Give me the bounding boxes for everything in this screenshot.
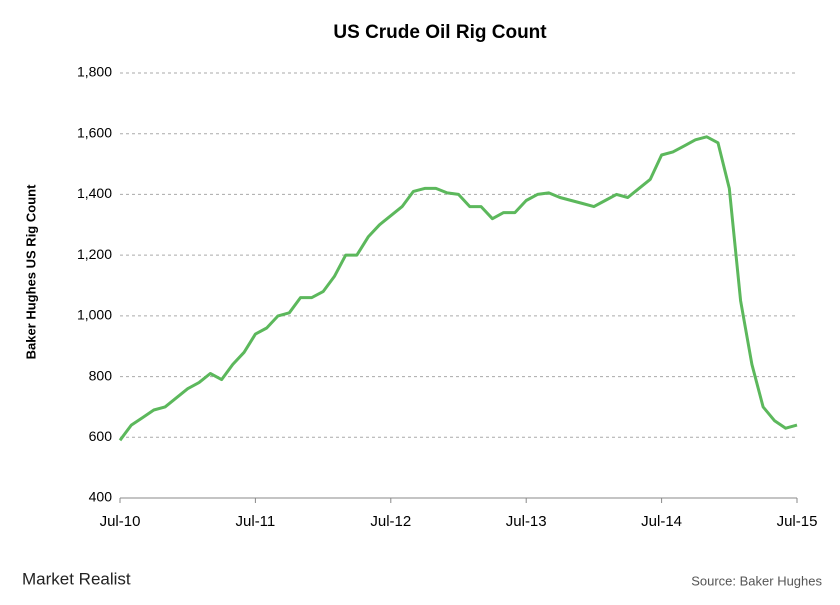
x-tick-label: Jul-13 (506, 513, 547, 530)
x-tick-label: Jul-15 (777, 513, 818, 530)
y-tick-label: 1,800 (77, 64, 112, 80)
y-axis-label: Baker Hughes US Rig Count (23, 184, 38, 359)
line-series (118, 135, 798, 442)
y-tick-label: 600 (89, 428, 113, 444)
y-tick-label: 800 (89, 367, 113, 383)
chart-title: US Crude Oil Rig Count (333, 22, 547, 43)
y-tick-label: 1,000 (77, 307, 112, 323)
x-tick-label: Jul-10 (100, 513, 141, 530)
x-tick-label: Jul-14 (641, 513, 682, 530)
y-tick-label: 1,200 (77, 246, 112, 262)
y-tick-label: 1,600 (77, 124, 112, 140)
x-tick-label: Jul-12 (370, 513, 411, 530)
brand: Market Realist (22, 569, 131, 588)
source: Source: Baker Hughes (691, 573, 822, 588)
x-tick-label: Jul-11 (236, 513, 276, 530)
y-tick-label: 400 (89, 489, 113, 505)
y-tick-label: 1,400 (77, 185, 112, 201)
